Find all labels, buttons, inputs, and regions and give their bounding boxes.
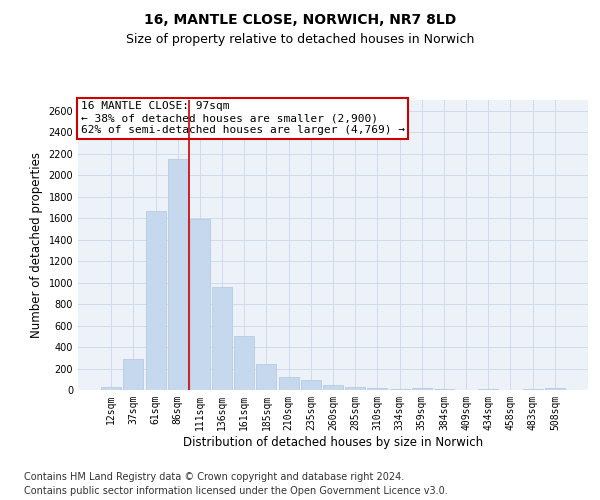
Text: Contains HM Land Registry data © Crown copyright and database right 2024.: Contains HM Land Registry data © Crown c… [24, 472, 404, 482]
Bar [168, 159, 188, 390]
Bar [124, 359, 143, 390]
Text: Size of property relative to detached houses in Norwich: Size of property relative to detached ho… [126, 32, 474, 46]
Bar [278, 377, 299, 390]
Bar [212, 287, 232, 390]
Text: 16, MANTLE CLOSE, NORWICH, NR7 8LD: 16, MANTLE CLOSE, NORWICH, NR7 8LD [144, 12, 456, 26]
Bar [190, 219, 210, 390]
Text: 16 MANTLE CLOSE: 97sqm
← 38% of detached houses are smaller (2,900)
62% of semi-: 16 MANTLE CLOSE: 97sqm ← 38% of detached… [80, 102, 404, 134]
Text: Contains public sector information licensed under the Open Government Licence v3: Contains public sector information licen… [24, 486, 448, 496]
Bar [367, 388, 388, 390]
Bar [545, 388, 565, 390]
Bar [345, 387, 365, 390]
Bar [234, 336, 254, 390]
Bar [101, 387, 121, 390]
Y-axis label: Number of detached properties: Number of detached properties [30, 152, 43, 338]
Bar [323, 385, 343, 390]
Bar [146, 210, 166, 390]
Bar [301, 380, 321, 390]
X-axis label: Distribution of detached houses by size in Norwich: Distribution of detached houses by size … [183, 436, 483, 448]
Bar [412, 388, 432, 390]
Bar [256, 364, 277, 390]
